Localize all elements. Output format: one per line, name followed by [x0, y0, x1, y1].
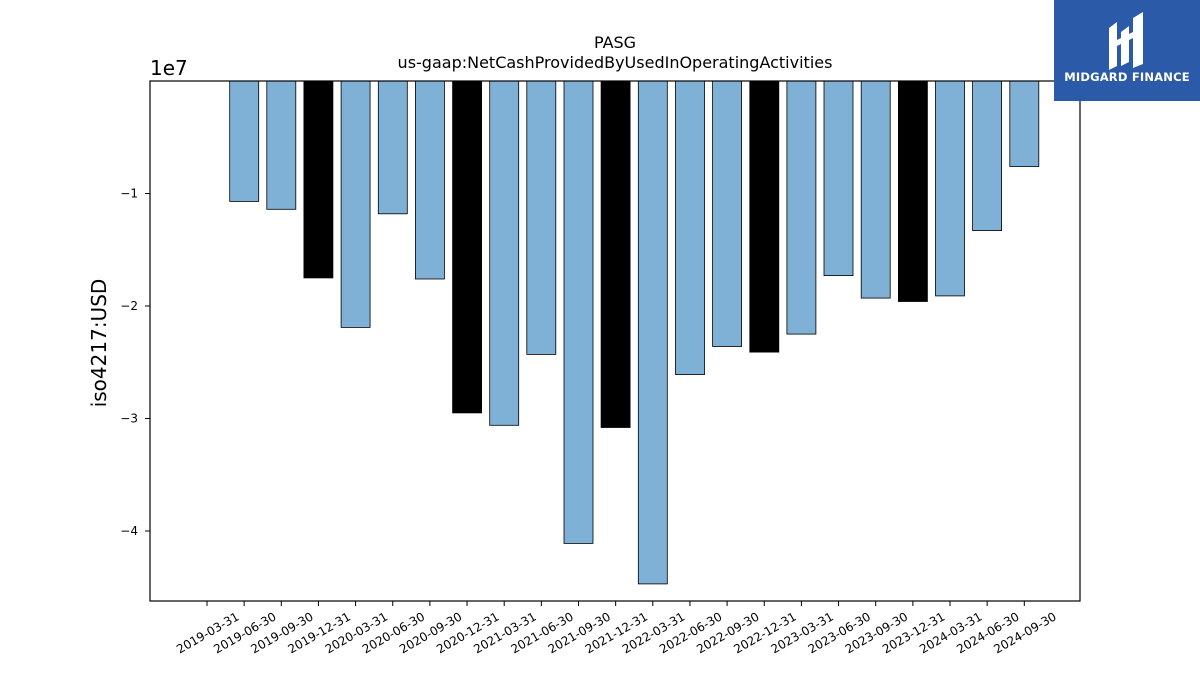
- chart-subtitle: us-gaap:NetCashProvidedByUsedInOperating…: [398, 53, 833, 72]
- bar-2024-09-30: [1009, 80, 1040, 167]
- bar-2024-06-30: [972, 80, 1002, 232]
- y-tick-label: −4: [120, 524, 138, 538]
- bar-2022-06-30: [675, 80, 705, 376]
- bar-2023-06-30: [823, 80, 854, 277]
- bar-2023-03-31: [786, 80, 817, 335]
- bar-2019-09-30: [266, 80, 297, 210]
- bar-2024-03-31: [935, 80, 965, 297]
- bar-2021-12-31: [600, 80, 631, 428]
- y-tick-label: −1: [120, 187, 138, 201]
- bar-2019-06-30: [229, 80, 260, 202]
- bar-2020-06-30: [377, 80, 408, 215]
- brand-logo: MIDGARD FINANCE: [1054, 0, 1200, 101]
- bar-2020-09-30: [414, 80, 445, 280]
- y-tick-label: −2: [120, 299, 138, 313]
- bar-2022-12-31: [749, 80, 780, 353]
- bar-2020-12-31: [452, 80, 483, 414]
- y-tick-label: −3: [120, 412, 138, 426]
- chart-title: PASG: [594, 33, 636, 52]
- bar-2021-06-30: [526, 80, 557, 355]
- brand-name: MIDGARD FINANCE: [1064, 70, 1190, 84]
- bar-2021-03-31: [489, 80, 520, 426]
- bar-2023-12-31: [898, 80, 928, 302]
- bar-2021-09-30: [563, 80, 594, 544]
- y-axis-label: iso4217:USD: [87, 279, 111, 408]
- midgard-logo-icon: [1109, 12, 1143, 70]
- bar-2023-09-30: [860, 80, 891, 299]
- plot-frame: [149, 80, 1081, 602]
- bar-2019-12-31: [303, 80, 334, 279]
- y-axis-offset-label: 1e7: [150, 56, 188, 80]
- bar-2020-03-31: [340, 80, 371, 328]
- bar-2022-09-30: [712, 80, 742, 347]
- bar-2022-03-31: [637, 80, 668, 585]
